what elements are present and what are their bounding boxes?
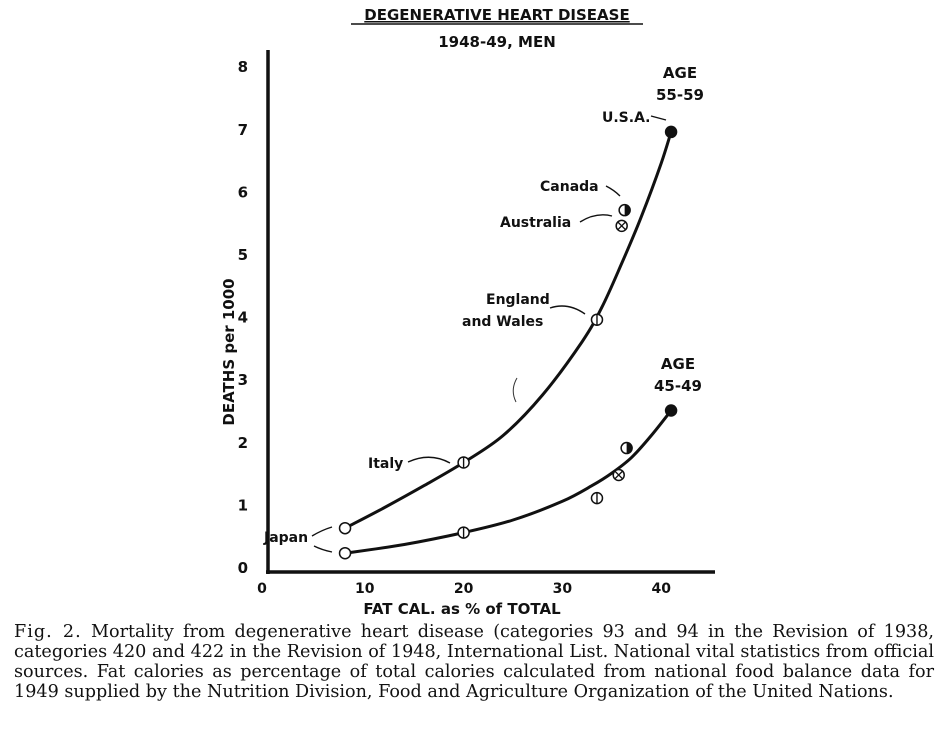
data-point (664, 125, 678, 139)
arrow-australia (579, 214, 613, 223)
x-tick-label: 30 (553, 581, 573, 597)
series-labels: AGE 55-59 AGE 45-49 (654, 64, 704, 395)
figure-caption: Fig. 2. Mortality from degenerative hear… (14, 622, 934, 702)
arrow-italy (407, 456, 451, 464)
data-point (338, 546, 352, 560)
y-tick-label: 5 (238, 246, 248, 264)
series-label-45-49-line2: 45-49 (654, 377, 702, 395)
label-canada: Canada (540, 179, 599, 195)
data-point (612, 468, 625, 482)
data-point (338, 521, 352, 535)
series-label-55-59-line2: 55-59 (656, 86, 704, 104)
data-point (590, 313, 604, 326)
data-markers (338, 125, 678, 560)
label-italy: Italy (368, 456, 403, 472)
data-point (457, 456, 470, 469)
y-axis-label: DEATHS per 1000 (220, 278, 238, 425)
x-tick-label: 40 (651, 581, 671, 597)
y-tick-label: 1 (238, 496, 248, 514)
data-point (590, 491, 604, 505)
arrow-japan-upper (311, 526, 333, 537)
series-line-0 (344, 131, 673, 530)
y-tick-label: 2 (238, 434, 248, 452)
arrow-england (549, 305, 586, 315)
y-tick-label: 0 (238, 559, 248, 577)
arrow-japan-lower (313, 545, 333, 553)
data-point (618, 203, 631, 217)
series-curves (344, 131, 673, 555)
data-point (620, 441, 633, 455)
y-tick-label: 6 (238, 183, 248, 201)
chart-title: DEGENERATIVE HEART DISEASE (364, 6, 629, 24)
caption-fig-label: Fig. 2. (14, 622, 82, 642)
label-england-line2: and Wales (462, 314, 543, 330)
series-label-45-49-line1: AGE (661, 355, 695, 373)
tick-labels: 0 1 2 3 4 5 6 7 8 0 10 20 30 40 (238, 58, 672, 597)
data-point (615, 219, 628, 233)
chart-subtitle: 1948-49, MEN (438, 33, 556, 51)
label-england-line1: England (486, 292, 550, 308)
y-tick-label: 4 (238, 309, 248, 327)
x-tick-label: 0 (257, 581, 267, 597)
label-australia: Australia (500, 215, 571, 231)
label-usa: U.S.A. (602, 110, 651, 126)
series-line-1 (344, 409, 673, 555)
arrow-usa (650, 115, 667, 121)
caption-text: Mortality from degenerative heart diseas… (14, 622, 935, 702)
label-japan: Japan (263, 530, 308, 546)
x-axis-label: FAT CAL. as % of TOTAL (363, 600, 561, 618)
y-tick-label: 7 (238, 121, 248, 139)
y-tick-label: 8 (238, 58, 248, 76)
data-point (457, 526, 470, 539)
arrow-canada (605, 185, 621, 197)
annotation-arrows (311, 115, 667, 553)
series-label-55-59-line1: AGE (663, 64, 697, 82)
data-point (664, 404, 678, 417)
annotation-labels: Japan Italy England and Wales Australia … (263, 110, 651, 546)
y-tick-label: 3 (238, 371, 248, 389)
stray-mark (512, 377, 518, 403)
x-tick-label: 10 (355, 581, 375, 597)
x-tick-label: 20 (454, 581, 474, 597)
axes (266, 50, 715, 574)
